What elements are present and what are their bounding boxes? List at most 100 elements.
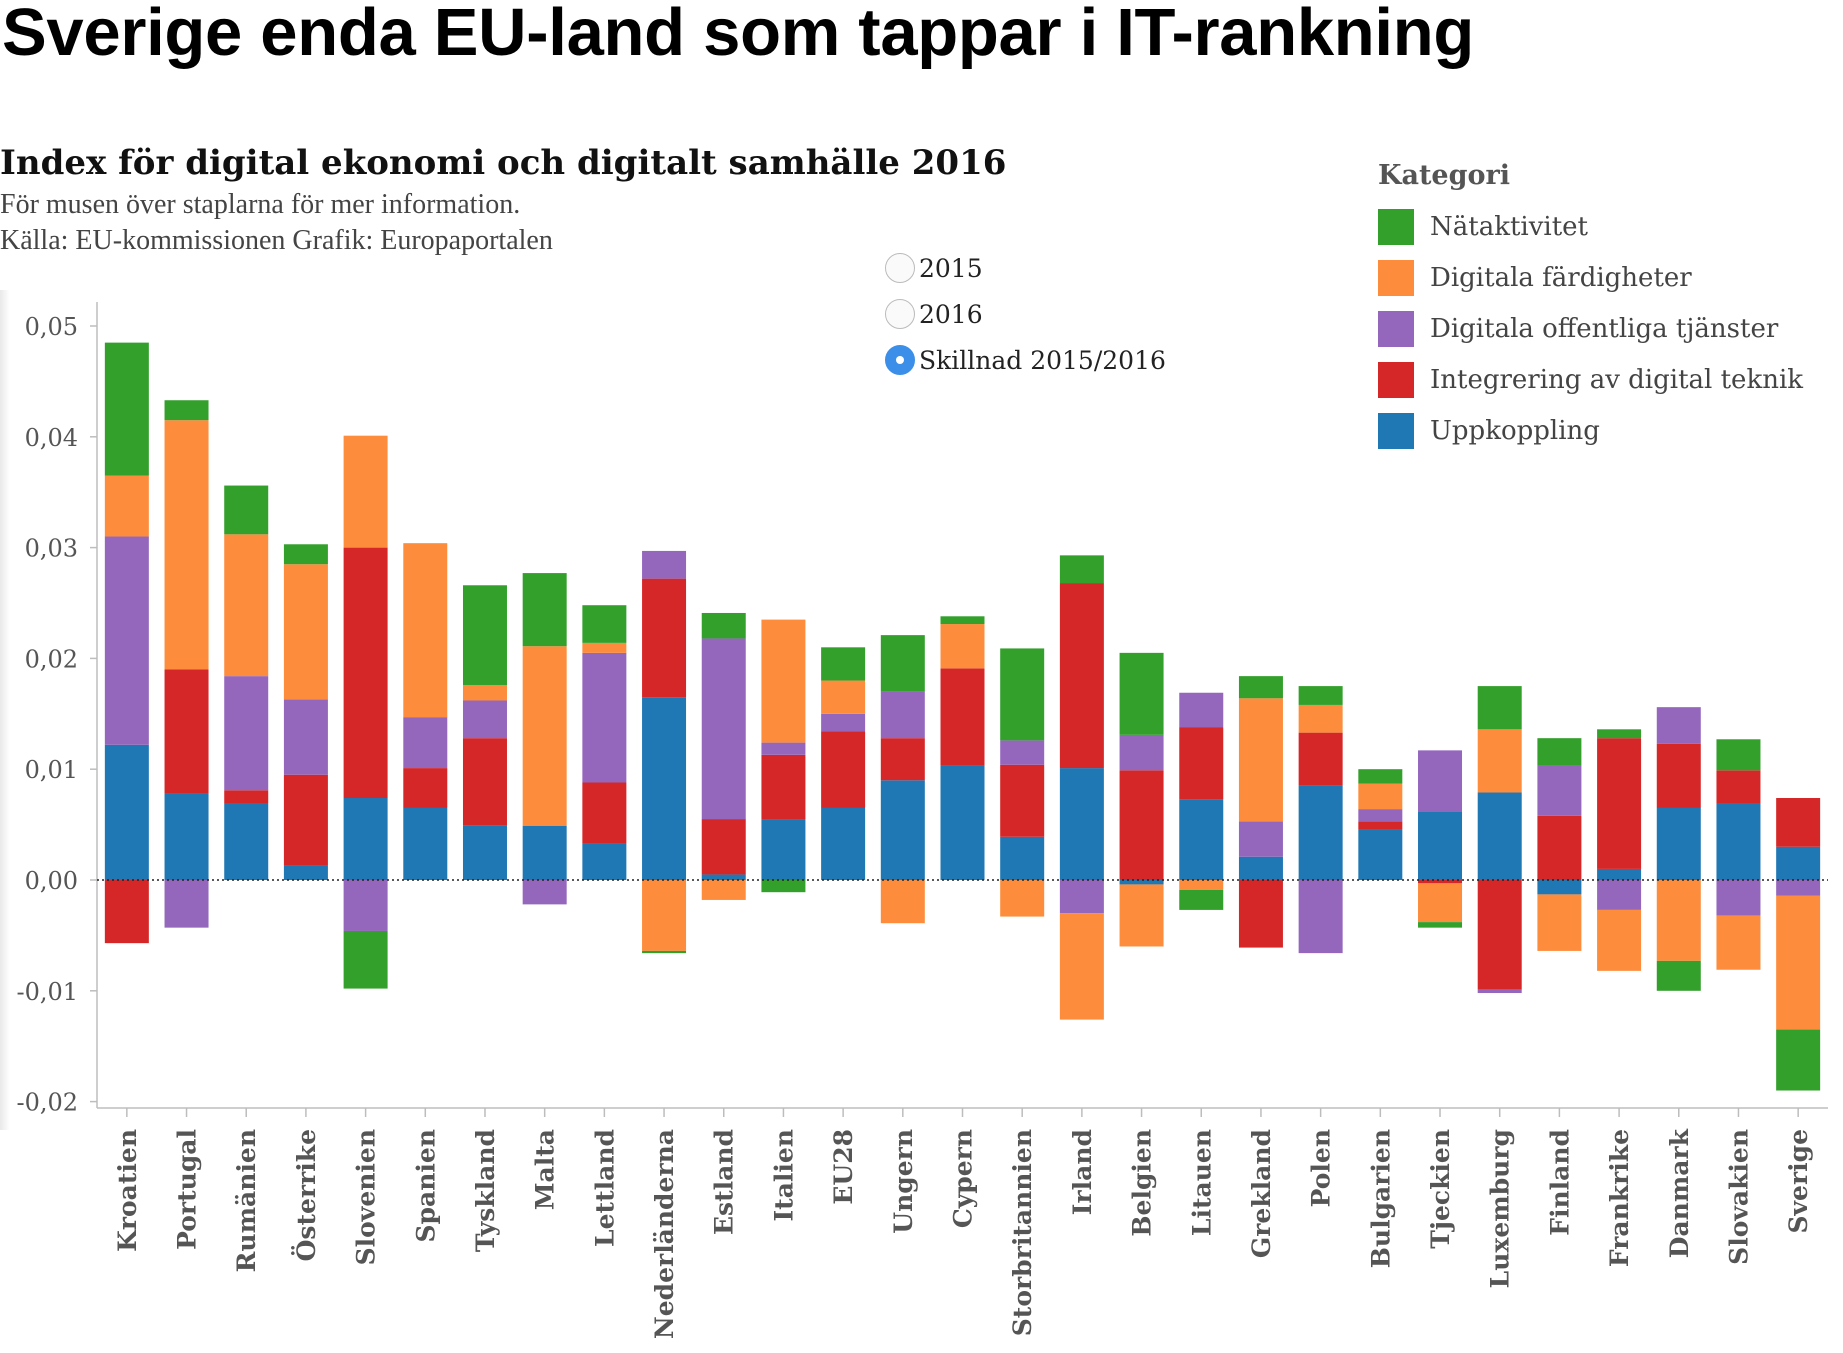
- bar-segment: [1000, 836, 1045, 880]
- bar-segment: [1358, 783, 1403, 810]
- bar-segment: [1059, 768, 1104, 880]
- bar-segment: [1656, 743, 1701, 808]
- bar-segment: [1059, 880, 1104, 914]
- legend-item-integrering[interactable]: Integrering av digital teknik: [1378, 354, 1803, 405]
- bar-segment: [403, 717, 448, 769]
- legend-title: Kategori: [1378, 160, 1510, 191]
- bar-segment: [1418, 880, 1463, 884]
- radio-button[interactable]: [885, 299, 915, 329]
- left-edge-shadow: [0, 290, 10, 1130]
- bar-segment: [1298, 686, 1343, 705]
- bar-segment: [462, 825, 507, 880]
- bar-segment: [224, 485, 269, 535]
- radio-button[interactable]: [885, 253, 915, 283]
- bar-segment: [1119, 734, 1164, 771]
- bar-segment: [224, 676, 269, 791]
- bar-segment: [1000, 648, 1045, 741]
- bar-segment: [761, 880, 806, 893]
- hover-note: För musen över staplarna för mer informa…: [0, 189, 521, 220]
- bar-segment: [1656, 960, 1701, 991]
- bar-segment: [1179, 889, 1224, 910]
- x-category-label: Litauen: [1187, 1129, 1216, 1236]
- bar-segment: [164, 420, 209, 670]
- radio-option-2015[interactable]: 2015: [885, 245, 1166, 291]
- bar-segment: [880, 880, 925, 924]
- bar-segment: [224, 803, 269, 880]
- bar-segment: [522, 646, 567, 826]
- bar-segment: [1776, 846, 1821, 880]
- legend-label: Uppkoppling: [1430, 415, 1600, 446]
- bar-segment: [1238, 698, 1283, 822]
- bar-segment: [1238, 821, 1283, 857]
- bar-segment: [224, 534, 269, 677]
- bar-segment: [1358, 821, 1403, 830]
- bar-segment: [104, 536, 149, 745]
- bar-segment: [462, 738, 507, 826]
- bar-segment: [343, 880, 388, 931]
- bar-segment: [1418, 922, 1463, 928]
- bar-segment: [761, 619, 806, 743]
- bar-segment: [940, 668, 985, 766]
- bar-segment: [1597, 729, 1642, 739]
- bar-segment: [1656, 807, 1701, 880]
- bar-segment: [821, 647, 866, 681]
- bar-segment: [940, 765, 985, 880]
- y-tick-label: 0,01: [25, 756, 78, 784]
- bar-segment: [1656, 707, 1701, 744]
- bar-segment: [1000, 880, 1045, 917]
- radio-button[interactable]: [885, 345, 915, 375]
- year-radio-group: 2015 2016 Skillnad 2015/2016: [885, 245, 1166, 383]
- bar-segment: [1119, 770, 1164, 880]
- x-category-label: Tjeckien: [1426, 1129, 1455, 1249]
- x-category-label: Irland: [1068, 1129, 1097, 1215]
- bar-segment: [1358, 769, 1403, 784]
- bar-segment: [1597, 868, 1642, 880]
- radio-label: Skillnad 2015/2016: [919, 345, 1166, 375]
- bar-segment: [1179, 880, 1224, 890]
- bar-segment: [1418, 883, 1463, 923]
- bar-segment: [1537, 894, 1582, 951]
- bar-segment: [642, 578, 687, 698]
- bar-segment: [1238, 880, 1283, 948]
- bar-segment: [940, 624, 985, 669]
- legend-item-uppkoppling[interactable]: Uppkoppling: [1378, 405, 1803, 456]
- bar-segment: [164, 880, 209, 928]
- bar-segment: [880, 738, 925, 781]
- bar-segment: [283, 774, 328, 866]
- radio-option-2016[interactable]: 2016: [885, 291, 1166, 337]
- bar-segment: [403, 807, 448, 880]
- bar-segment: [224, 790, 269, 804]
- legend-item-digitala-offentliga-tjanster[interactable]: Digitala offentliga tjänster: [1378, 303, 1803, 354]
- bar-segment: [1776, 798, 1821, 847]
- bar-segment: [1238, 856, 1283, 880]
- bar-segment: [1418, 811, 1463, 880]
- source-note: Källa: EU-kommissionen Grafik: Europapor…: [0, 225, 553, 256]
- radio-label: 2015: [919, 253, 983, 283]
- bar-segment: [1119, 884, 1164, 947]
- x-category-label: Slovenien: [352, 1129, 381, 1265]
- y-tick-label: -0,01: [16, 978, 78, 1006]
- bar-segment: [104, 342, 149, 476]
- bar-segment: [880, 635, 925, 692]
- bar-segment: [582, 642, 627, 653]
- bar-segment: [761, 819, 806, 880]
- legend-item-digitala-fardigheter[interactable]: Digitala färdigheter: [1378, 252, 1803, 303]
- legend-item-natverksaktivitet[interactable]: Nätaktivitet: [1378, 201, 1803, 252]
- bar-segment: [1776, 1029, 1821, 1091]
- bar-segment: [462, 684, 507, 701]
- bar-segment: [522, 825, 567, 880]
- x-category-label: Nederländerna: [650, 1129, 679, 1339]
- bar-segment: [1059, 555, 1104, 584]
- legend-swatch: [1378, 361, 1414, 398]
- radio-option-difference[interactable]: Skillnad 2015/2016: [885, 337, 1166, 383]
- bar-segment: [761, 754, 806, 820]
- bar-segment: [940, 616, 985, 625]
- chart-title: Index för digital ekonomi och digitalt s…: [0, 143, 1007, 183]
- bar-segment: [701, 880, 746, 900]
- bar-segment: [164, 793, 209, 880]
- x-category-label: Storbritannien: [1008, 1129, 1037, 1336]
- bar-segment: [1477, 792, 1522, 880]
- x-category-label: Ungern: [889, 1129, 918, 1234]
- x-category-label: Italien: [769, 1129, 798, 1222]
- legend-swatch: [1378, 310, 1414, 347]
